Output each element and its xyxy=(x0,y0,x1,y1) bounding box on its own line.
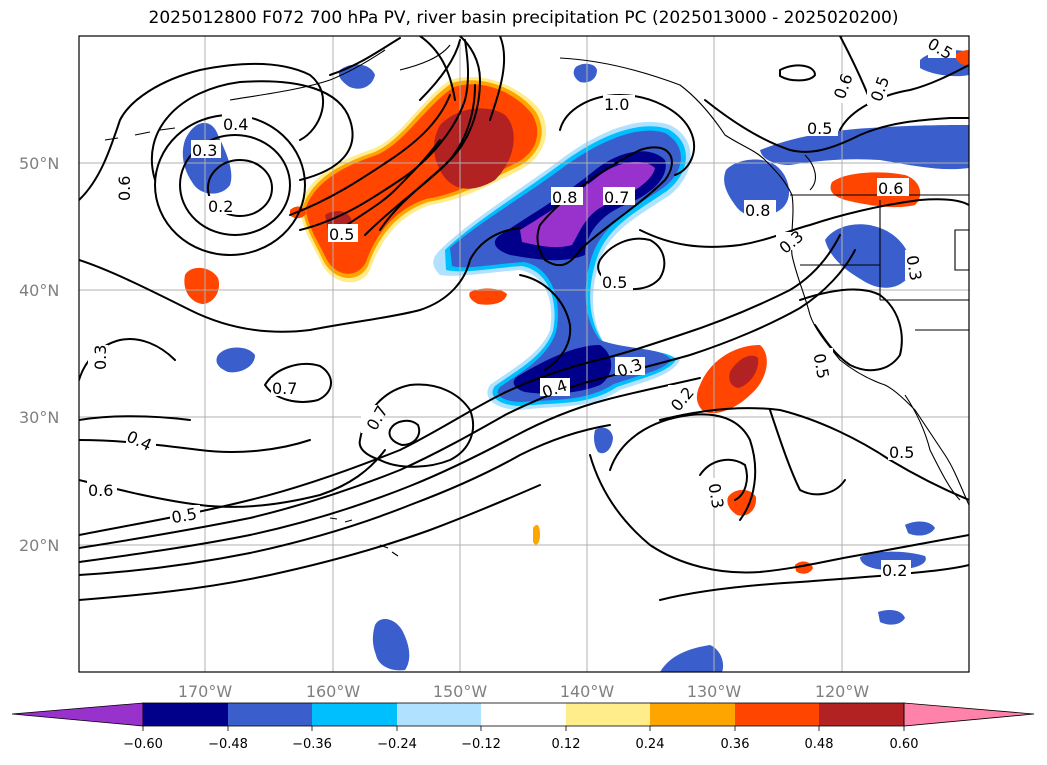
contour-label: 0.4 xyxy=(223,115,248,134)
contour-label: 0.5 xyxy=(810,352,833,380)
contour-label: 0.5 xyxy=(889,443,914,462)
colorbar-segment xyxy=(481,703,566,726)
lon-tick-label: 150°W xyxy=(433,682,488,701)
colorbar-tick-label: −0.60 xyxy=(123,737,163,752)
coastlines xyxy=(104,44,969,557)
lon-tick-label: 120°W xyxy=(815,682,870,701)
colorbar-tick-label: −0.48 xyxy=(208,737,248,752)
contour-label: 0.8 xyxy=(552,188,577,207)
contour-label: 0.3 xyxy=(91,345,110,370)
lon-tick-label: 170°W xyxy=(178,682,233,701)
colorbar-tick-label: 0.48 xyxy=(805,737,834,752)
contour-label: 0.6 xyxy=(115,176,134,201)
contour-label: 1.0 xyxy=(604,95,629,114)
colorbar-tick-label: 0.24 xyxy=(636,737,665,752)
map-frame xyxy=(78,35,970,673)
contour-label: 0.5 xyxy=(170,504,198,527)
lon-tick-label: 140°W xyxy=(560,682,615,701)
colorbar-segment xyxy=(312,703,397,726)
contour-label: 0.5 xyxy=(602,273,627,292)
contour-label: 0.7 xyxy=(604,188,629,207)
contour-label: 0.6 xyxy=(88,481,113,500)
colorbar-segment xyxy=(228,703,312,726)
positive-anomaly-gulf-of-alaska xyxy=(290,76,547,283)
colorbar-tick-label: 0.12 xyxy=(552,737,581,752)
colorbar-segment xyxy=(143,703,228,726)
contour-label: 0.3 xyxy=(192,141,217,160)
colorbar-extend-high xyxy=(903,702,1035,727)
contour-label: 0.7 xyxy=(272,379,297,398)
map-title: 2025012800 F072 700 hPa PV, river basin … xyxy=(148,8,899,28)
lat-tick-label: 30°N xyxy=(19,408,59,427)
longitude-labels: 170°W 160°W 150°W 140°W 130°W 120°W xyxy=(178,682,870,701)
colorbar-segment xyxy=(650,703,735,726)
colorbar-segment xyxy=(819,703,904,726)
contour-label: 0.5 xyxy=(807,119,832,138)
lon-tick-label: 130°W xyxy=(687,682,742,701)
contour-label: 0.3 xyxy=(704,482,727,510)
negative-anomaly-patches xyxy=(182,50,969,672)
lat-tick-label: 20°N xyxy=(19,536,59,555)
colorbar-tick-label: 0.60 xyxy=(890,737,919,752)
colorbar-segment xyxy=(735,703,819,726)
contour-label: 0.3 xyxy=(902,254,925,282)
lat-tick-label: 50°N xyxy=(19,154,59,173)
colorbar-tick-label: −0.36 xyxy=(292,737,332,752)
pv-contours xyxy=(79,36,969,601)
contour-label: 0.8 xyxy=(745,201,770,220)
contour-label: 0.6 xyxy=(878,179,903,198)
colorbar-segment xyxy=(397,703,481,726)
colorbar-segment xyxy=(566,703,650,726)
colorbar-extend-low xyxy=(11,702,144,727)
contour-label: 0.5 xyxy=(329,225,354,244)
contour-label: 0.2 xyxy=(882,561,907,580)
colorbar: −0.60 −0.48 −0.36 −0.24 −0.12 0.12 0.24 … xyxy=(11,702,1035,752)
colorbar-tick-label: 0.36 xyxy=(721,737,750,752)
lon-tick-label: 160°W xyxy=(306,682,361,701)
lat-tick-label: 40°N xyxy=(19,281,59,300)
latitude-labels: 20°N 30°N 40°N 50°N xyxy=(19,154,59,555)
colorbar-tick-label: −0.12 xyxy=(461,737,501,752)
colorbar-tick-label: −0.24 xyxy=(377,737,417,752)
contour-label: 0.2 xyxy=(208,197,233,216)
map-panel: 0.4 0.3 0.2 0.6 0.5 1.0 0.8 0.7 0.5 0.8 … xyxy=(79,36,969,672)
gridlines xyxy=(79,36,969,672)
